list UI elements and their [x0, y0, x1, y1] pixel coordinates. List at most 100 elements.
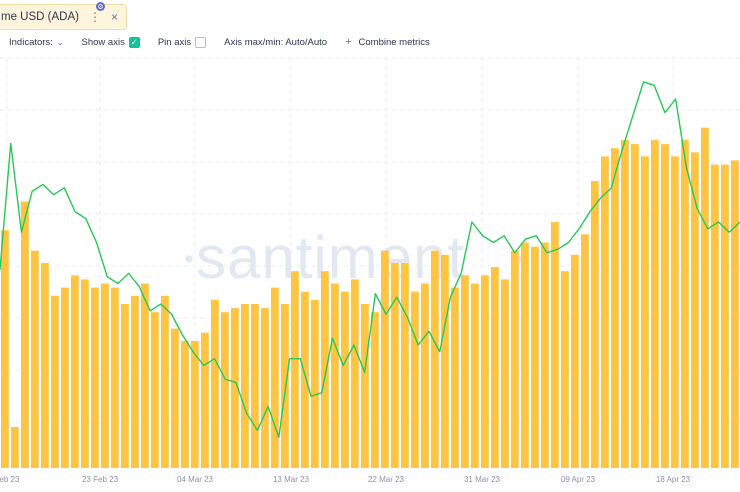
volume-bar	[651, 140, 659, 468]
volume-bar	[451, 287, 459, 468]
volume-bar	[341, 291, 349, 468]
volume-bar	[611, 148, 619, 468]
volume-bar	[581, 234, 589, 468]
volume-bar	[711, 164, 719, 468]
volume-bar	[441, 254, 449, 468]
combine-metrics-button[interactable]: + Combine metrics	[345, 36, 430, 48]
axis-maxmin-label: Axis max/min: Auto/Auto	[224, 36, 328, 48]
volume-bar	[221, 312, 229, 468]
volume-bar	[121, 304, 129, 468]
gear-icon[interactable]: ⚙	[96, 2, 105, 11]
volume-bar	[671, 156, 679, 468]
volume-bar	[571, 254, 579, 468]
volume-bar	[471, 283, 479, 468]
show-axis-label: Show axis	[81, 36, 125, 48]
chart-toolbar: Indicators: ⌄ Show axis ✓ Pin axis Axis …	[9, 33, 448, 51]
combine-metrics-label: Combine metrics	[358, 36, 430, 48]
x-tick-label: 04 Mar 23	[177, 475, 214, 484]
volume-bar	[301, 291, 309, 468]
volume-bar	[491, 267, 499, 468]
volume-bar	[681, 140, 689, 468]
volume-bar	[561, 271, 569, 468]
indicators-dropdown[interactable]: Indicators: ⌄	[9, 37, 64, 48]
volume-bar	[591, 181, 599, 468]
indicators-label: Indicators:	[9, 36, 53, 48]
volume-bar	[1, 230, 9, 468]
pin-axis-label: Pin axis	[157, 36, 192, 48]
volume-bar	[31, 250, 39, 468]
volume-bar	[481, 275, 489, 468]
volume-bar	[231, 308, 239, 468]
volume-bar	[161, 295, 169, 468]
volume-bar	[501, 279, 509, 468]
volume-bar	[601, 156, 609, 468]
volume-bar	[521, 242, 529, 468]
volume-bar	[91, 287, 99, 468]
volume-bar	[271, 287, 279, 468]
volume-bar	[11, 427, 19, 468]
volume-bar	[371, 312, 379, 468]
line-series	[0, 81, 740, 438]
metric-label: me USD (ADA)	[1, 11, 79, 23]
volume-bar	[431, 250, 439, 468]
price-line	[0, 81, 740, 438]
watermark-dot-left	[185, 255, 193, 263]
volume-bar	[691, 152, 699, 469]
volume-bar	[461, 275, 469, 468]
volume-bar	[41, 263, 49, 468]
x-tick-label: Feb 23	[0, 475, 20, 484]
volume-bar	[71, 275, 79, 468]
bar-series	[1, 127, 739, 469]
x-tick-label: 13 Mar 23	[273, 475, 310, 484]
pin-axis-toggle[interactable]: Pin axis	[157, 36, 207, 48]
volume-bar	[131, 295, 139, 468]
volume-bar	[241, 304, 249, 468]
volume-bar	[541, 242, 549, 468]
kebab-icon[interactable]: ⋮	[88, 10, 101, 24]
volume-bar	[641, 156, 649, 468]
volume-bar	[621, 140, 629, 468]
axis-maxmin-dropdown[interactable]: Axis max/min: Auto/Auto	[224, 37, 327, 48]
volume-bar	[21, 201, 29, 468]
volume-bar	[171, 328, 179, 468]
volume-bar	[551, 222, 559, 468]
chevron-down-icon: ⌄	[56, 37, 64, 47]
metric-chip[interactable]: me USD (ADA) ⋮ ×	[0, 4, 127, 30]
volume-bar	[311, 299, 319, 468]
volume-bar	[111, 287, 119, 468]
volume-bar	[101, 283, 109, 468]
watermark-text: santiment	[196, 224, 465, 291]
volume-bar	[181, 340, 189, 468]
volume-bar	[211, 299, 219, 468]
volume-bar	[721, 164, 729, 468]
volume-bar	[61, 287, 69, 468]
volume-bar	[731, 160, 739, 468]
x-tick-label: 23 Feb 23	[82, 475, 119, 484]
volume-bar	[381, 250, 389, 468]
x-tick-label: 22 Mar 23	[368, 475, 405, 484]
volume-bar	[141, 283, 149, 468]
volume-bar	[421, 283, 429, 468]
show-axis-toggle[interactable]: Show axis ✓	[81, 36, 140, 48]
volume-bar	[351, 279, 359, 468]
volume-bar	[331, 283, 339, 468]
volume-bar	[281, 304, 289, 468]
x-tick-label: 18 Apr 23	[656, 475, 691, 484]
x-tick-label: 09 Apr 23	[561, 475, 596, 484]
close-icon[interactable]: ×	[110, 10, 118, 24]
volume-bar	[251, 304, 259, 468]
volume-bar	[361, 304, 369, 468]
volume-bar	[291, 271, 299, 468]
volume-bar	[51, 295, 59, 468]
volume-bar	[81, 279, 89, 468]
volume-bar	[261, 308, 269, 468]
volume-bar	[531, 246, 539, 468]
show-axis-checkbox[interactable]: ✓	[128, 36, 140, 48]
volume-bar	[411, 291, 419, 468]
x-axis-ticks: Feb 23 23 Feb 23 04 Mar 23 13 Mar 23 22 Mar …	[0, 475, 691, 484]
plus-icon: +	[345, 36, 352, 48]
pin-axis-checkbox[interactable]	[195, 36, 207, 48]
volume-bar	[201, 332, 209, 468]
volume-bar	[151, 312, 159, 468]
